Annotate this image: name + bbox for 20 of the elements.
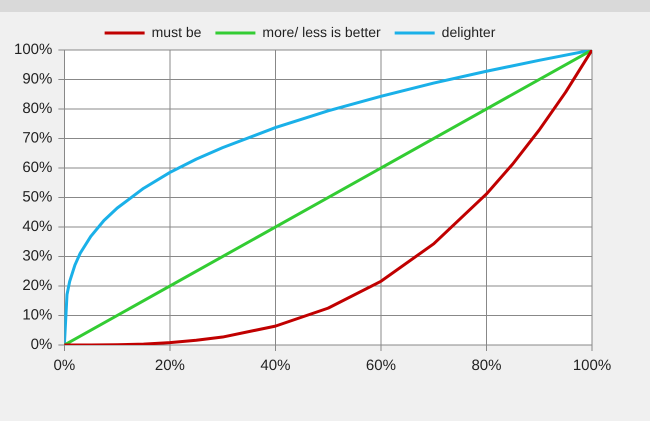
y-tick-label: 50% <box>22 188 52 206</box>
legend-label: must be <box>152 24 202 40</box>
legend-label: more/ less is better <box>262 24 382 40</box>
y-tick-label: 80% <box>22 100 52 118</box>
x-tick-label: 40% <box>260 357 290 374</box>
x-tick-label: 60% <box>366 357 396 374</box>
x-tick-label: 20% <box>154 357 185 374</box>
x-tick-label: 0% <box>54 357 76 374</box>
y-tick-label: 30% <box>22 248 52 265</box>
y-tick-label: 40% <box>22 218 52 236</box>
legend-label: delighter <box>442 24 496 40</box>
x-tick-label: 100% <box>572 357 612 374</box>
x-tick-label: 80% <box>471 357 502 374</box>
y-tick-label: 10% <box>22 306 52 324</box>
y-tick-label: 70% <box>22 130 52 147</box>
y-tick-label: 0% <box>30 336 52 354</box>
y-tick-label: 20% <box>22 277 52 294</box>
y-tick-label: 90% <box>22 70 52 88</box>
y-tick-label: 100% <box>14 41 52 58</box>
y-tick-label: 60% <box>22 159 52 176</box>
